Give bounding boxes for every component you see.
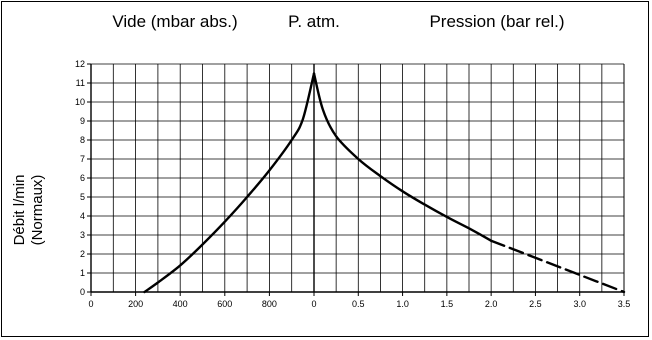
y-axis-label-line2: (Normaux) (29, 175, 46, 246)
x-tick-label-pressure: 3.0 (573, 299, 586, 309)
x-tick-label-pressure: 0.5 (352, 299, 365, 309)
x-tick-label-pressure: 2.0 (485, 299, 498, 309)
y-tick-label: 0 (80, 287, 85, 297)
x-tick-label-vacuum: 800 (262, 299, 277, 309)
y-tick-label: 8 (80, 135, 85, 145)
y-axis-label-line1: Débit l/min (11, 175, 28, 246)
y-tick-label: 1 (80, 268, 85, 278)
y-tick-label: 9 (80, 116, 85, 126)
x-tick-label-vacuum: 600 (217, 299, 232, 309)
vacuum-header: Vide (mbar abs.) (112, 12, 237, 31)
curves (143, 72, 626, 294)
pressure-header: Pression (bar rel.) (429, 12, 564, 31)
curve-vacuum-solid (143, 72, 316, 294)
curve-pressure-solid (312, 72, 493, 242)
x-tick-label-vacuum: 0 (88, 299, 93, 309)
y-tick-label: 6 (80, 173, 85, 183)
y-tick-label: 7 (80, 154, 85, 164)
x-tick-label-pressure: 2.5 (529, 299, 542, 309)
y-tick-label: 5 (80, 192, 85, 202)
y-tick-label: 3 (80, 230, 85, 240)
y-tick-label: 11 (76, 78, 85, 88)
y-tick-label: 4 (80, 211, 85, 221)
axes (87, 63, 625, 296)
y-tick-label: 10 (75, 97, 85, 107)
x-tick-label-pressure: 1.5 (441, 299, 454, 309)
y-tick-label: 2 (80, 249, 85, 259)
x-tick-label-pressure: 1.0 (396, 299, 409, 309)
grid (91, 63, 624, 293)
curve-pressure-dashed (489, 239, 626, 294)
x-tick-label-vacuum: 200 (128, 299, 143, 309)
atm-header: P. atm. (288, 12, 340, 31)
x-tick-label-vacuum: 400 (173, 299, 188, 309)
x-tick-label-vacuum: 0 (311, 299, 316, 309)
x-tick-label-pressure: 3.5 (618, 299, 631, 309)
y-tick-label: 12 (75, 59, 85, 69)
